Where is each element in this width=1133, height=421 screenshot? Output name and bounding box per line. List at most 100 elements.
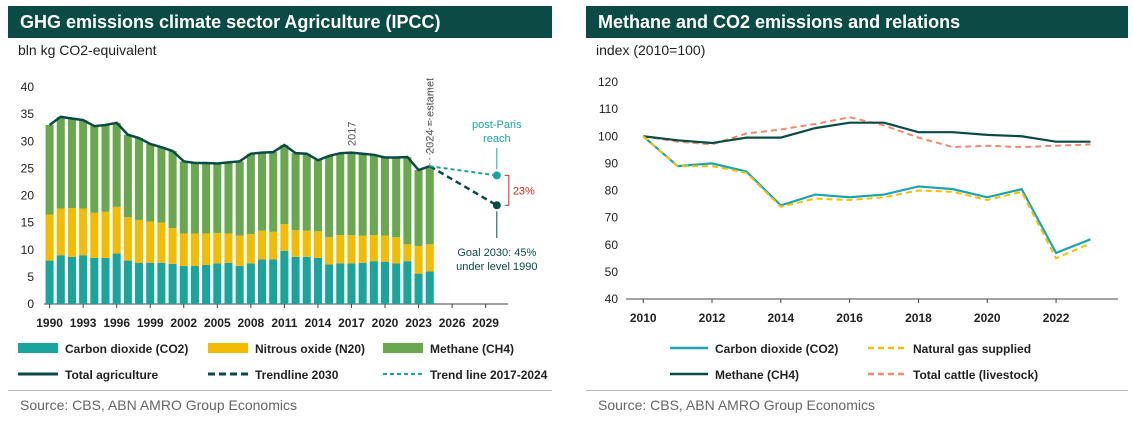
bar-ch4 bbox=[123, 134, 132, 218]
bar-n2o bbox=[146, 221, 155, 263]
bar-co2 bbox=[358, 262, 367, 304]
y-tick-label: 100 bbox=[598, 129, 618, 143]
y-tick-label: 50 bbox=[605, 265, 619, 279]
bar-n2o bbox=[358, 235, 367, 263]
left-source-divider bbox=[8, 390, 552, 391]
bar-n2o bbox=[168, 228, 177, 264]
bar-ch4 bbox=[246, 153, 255, 235]
bar-ch4 bbox=[190, 162, 199, 234]
bar-co2 bbox=[90, 257, 99, 304]
bar-ch4 bbox=[280, 145, 289, 225]
bar-co2 bbox=[313, 257, 322, 304]
bar-co2 bbox=[202, 264, 211, 304]
bar-ch4 bbox=[369, 154, 378, 236]
y-tick-label: 40 bbox=[21, 80, 35, 94]
x-tick-label: 2023 bbox=[405, 316, 432, 330]
bar-ch4 bbox=[414, 170, 423, 246]
bar-ch4 bbox=[202, 162, 211, 234]
bar-co2 bbox=[425, 271, 434, 304]
y-tick-label: 120 bbox=[598, 75, 618, 89]
y-tick-label: 90 bbox=[605, 156, 619, 170]
x-tick-label: 2014 bbox=[305, 316, 332, 330]
left-chart-panel: GHG emissions climate sector Agriculture… bbox=[0, 0, 552, 421]
bar-ch4 bbox=[79, 120, 88, 209]
left-chart-source: Source: CBS, ABN AMRO Group Economics bbox=[20, 397, 297, 413]
total-agriculture-line bbox=[48, 115, 431, 172]
bar-n2o bbox=[392, 237, 401, 264]
x-tick-label: 2029 bbox=[472, 316, 499, 330]
bar-co2 bbox=[336, 263, 345, 304]
x-tick-label: 1996 bbox=[103, 316, 130, 330]
gap-bracket bbox=[504, 174, 510, 206]
bar-ch4 bbox=[392, 157, 401, 238]
bar-ch4 bbox=[179, 161, 188, 234]
x-tick-label: 1993 bbox=[70, 316, 97, 330]
bar-n2o bbox=[67, 207, 76, 257]
line-co2 bbox=[642, 135, 1091, 255]
bar-n2o bbox=[403, 244, 412, 262]
bar-co2 bbox=[257, 259, 267, 304]
legend-swatch-n2o bbox=[208, 343, 248, 353]
bar-ch4 bbox=[101, 124, 110, 212]
bar-co2 bbox=[347, 263, 356, 304]
y-tick-label: 25 bbox=[21, 161, 35, 175]
bar-n2o bbox=[380, 235, 390, 262]
y-tick-label: 10 bbox=[21, 243, 35, 257]
y-tick-label: 0 bbox=[27, 297, 34, 311]
left-chart-title: GHG emissions climate sector Agriculture… bbox=[8, 6, 552, 38]
bar-ch4 bbox=[168, 151, 177, 229]
trendline-2030 bbox=[429, 165, 498, 207]
bar-co2 bbox=[101, 257, 110, 304]
bar-ch4 bbox=[157, 147, 166, 223]
bar-n2o bbox=[369, 235, 378, 262]
y-tick-label: 80 bbox=[605, 184, 619, 198]
bar-n2o bbox=[179, 233, 188, 267]
bar-ch4 bbox=[257, 152, 267, 231]
right-chart-svg: 40 50 60 70 80 90 100 110 120 2010 2012 2014 2016 201… bbox=[598, 75, 1118, 382]
bar-n2o bbox=[257, 230, 267, 260]
bar-n2o bbox=[123, 217, 132, 261]
bar-ch4 bbox=[269, 152, 278, 232]
bar-ch4 bbox=[425, 166, 434, 245]
y-tick-label: 40 bbox=[605, 292, 619, 306]
bar-ch4 bbox=[291, 153, 300, 231]
legend-swatch-co2 bbox=[18, 343, 58, 353]
bar-ch4 bbox=[235, 161, 244, 236]
post-paris-label: post-Paris bbox=[472, 119, 522, 131]
bar-n2o bbox=[202, 233, 211, 265]
bar-n2o bbox=[157, 222, 166, 263]
bar-co2 bbox=[112, 253, 121, 304]
bar-co2 bbox=[325, 264, 334, 304]
bar-co2 bbox=[403, 261, 412, 304]
line-gas bbox=[642, 135, 1091, 260]
legend-label-trend2030: Trendline 2030 bbox=[255, 368, 339, 382]
legend-label-cattle: Total cattle (livestock) bbox=[913, 368, 1038, 382]
bar-ch4 bbox=[403, 156, 412, 245]
bar-co2 bbox=[235, 266, 244, 304]
x-tick-label: 2010 bbox=[630, 311, 657, 325]
x-tick-label: 2016 bbox=[836, 311, 863, 325]
legend-label-trend2017: Trend line 2017-2024 bbox=[430, 368, 548, 382]
bar-ch4 bbox=[45, 124, 54, 215]
y-tick-label: 5 bbox=[27, 270, 34, 284]
x-tick-label: 2020 bbox=[372, 316, 399, 330]
bar-n2o bbox=[45, 214, 54, 261]
legend-label-co2: Carbon dioxide (CO2) bbox=[715, 342, 838, 356]
y-tick-label: 35 bbox=[21, 107, 35, 121]
trendline-2030-endpoint bbox=[492, 201, 501, 210]
y-tick-label: 15 bbox=[21, 216, 35, 230]
bar-n2o bbox=[213, 232, 222, 264]
bar-co2 bbox=[380, 261, 390, 304]
bar-co2 bbox=[146, 262, 155, 304]
bar-ch4 bbox=[67, 118, 76, 208]
bar-ch4 bbox=[336, 153, 345, 236]
left-chart-unit: bln kg CO2-equivalent bbox=[18, 42, 157, 58]
x-tick-label: 2026 bbox=[439, 316, 466, 330]
bar-n2o bbox=[291, 230, 300, 257]
bar-co2 bbox=[79, 255, 88, 304]
line-ch4 bbox=[643, 121, 1091, 145]
x-tick-label: 2020 bbox=[974, 311, 1001, 325]
bar-co2 bbox=[392, 263, 401, 304]
bar-n2o bbox=[425, 244, 434, 272]
post-paris-label: reach bbox=[483, 133, 511, 145]
